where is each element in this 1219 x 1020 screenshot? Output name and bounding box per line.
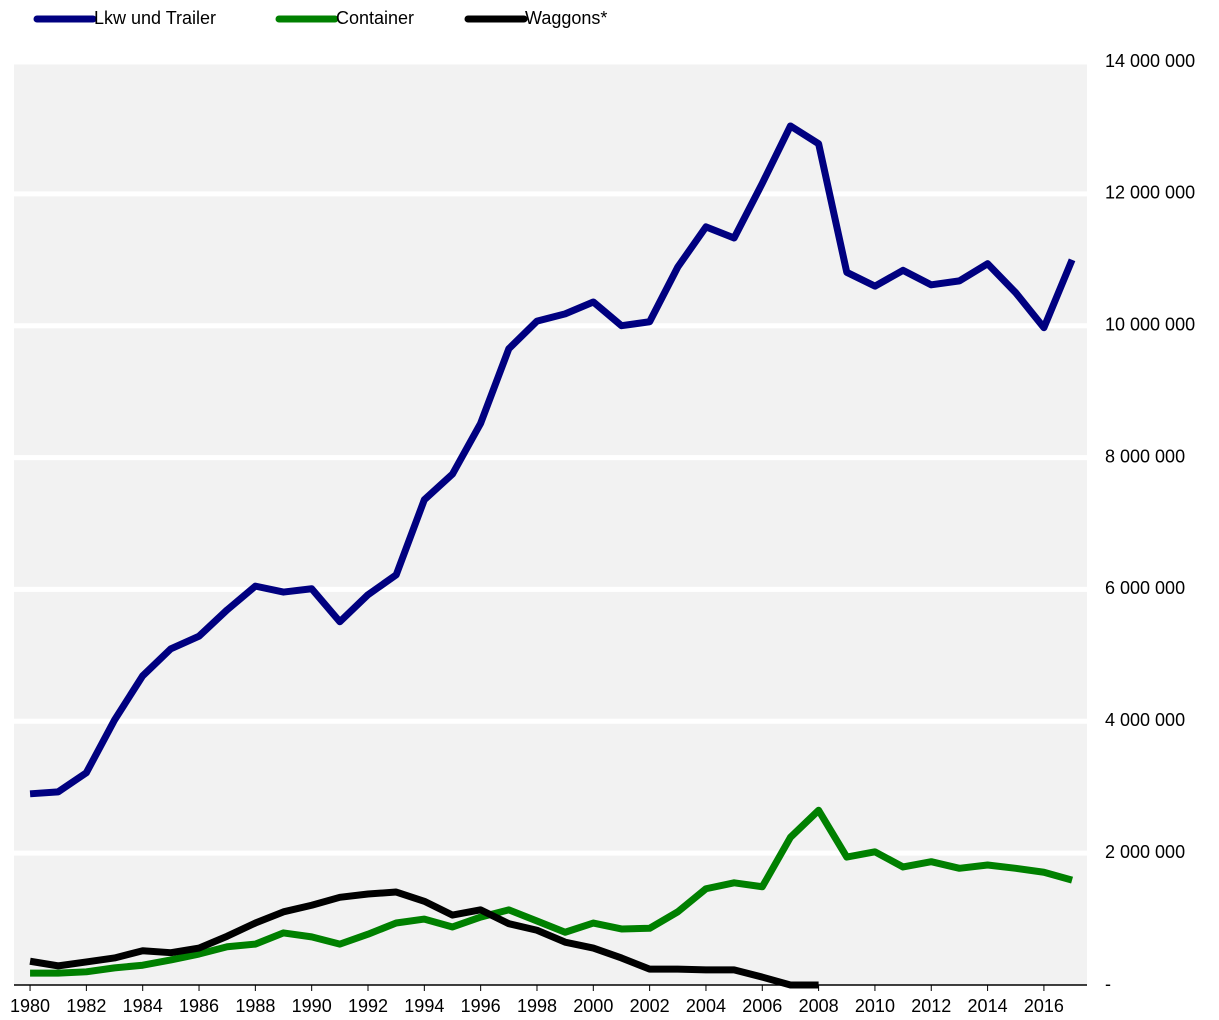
x-tick-label: 2006 xyxy=(742,996,782,1016)
y-tick-label: - xyxy=(1105,974,1111,994)
x-tick-label: 1996 xyxy=(461,996,501,1016)
x-tick-label: 2008 xyxy=(799,996,839,1016)
legend-label: Waggons* xyxy=(525,8,607,28)
x-tick-label: 1998 xyxy=(517,996,557,1016)
x-tick-label: 2002 xyxy=(630,996,670,1016)
x-tick-label: 2004 xyxy=(686,996,726,1016)
x-tick-label: 1988 xyxy=(235,996,275,1016)
x-tick-label: 2014 xyxy=(968,996,1008,1016)
x-tick-label: 1994 xyxy=(404,996,444,1016)
x-tick-label: 1990 xyxy=(292,996,332,1016)
x-tick-label: 1984 xyxy=(123,996,163,1016)
y-tick-label: 10 000 000 xyxy=(1105,314,1195,334)
x-tick-label: 1986 xyxy=(179,996,219,1016)
x-tick-label: 2016 xyxy=(1024,996,1064,1016)
y-tick-label: 12 000 000 xyxy=(1105,183,1195,203)
legend-label: Lkw und Trailer xyxy=(94,8,216,28)
y-tick-label: 8 000 000 xyxy=(1105,446,1185,466)
x-tick-label: 1982 xyxy=(66,996,106,1016)
x-tick-label: 2000 xyxy=(573,996,613,1016)
series-line xyxy=(29,122,1076,798)
x-tick-label: 1992 xyxy=(348,996,388,1016)
y-tick-label: 6 000 000 xyxy=(1105,578,1185,598)
x-tick-label: 1980 xyxy=(10,996,50,1016)
y-tick-label: 4 000 000 xyxy=(1105,710,1185,730)
series-line xyxy=(29,888,819,989)
x-tick-label: 2012 xyxy=(911,996,951,1016)
legend-label: Container xyxy=(336,8,414,28)
x-tick-label: 2010 xyxy=(855,996,895,1016)
y-tick-label: 2 000 000 xyxy=(1105,842,1185,862)
plot-area xyxy=(14,62,1087,985)
series-line xyxy=(30,806,1074,977)
y-tick-label: 14 000 000 xyxy=(1105,51,1195,71)
